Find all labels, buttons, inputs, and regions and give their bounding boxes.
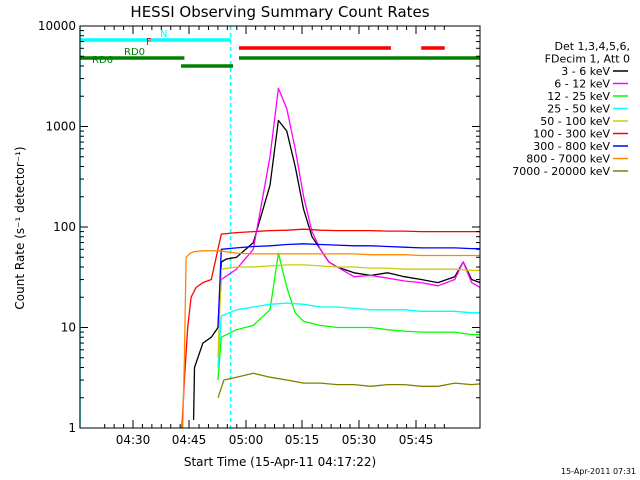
- legend-entry-label: 300 - 800 keV: [533, 140, 610, 153]
- axes-frame: [79, 25, 481, 429]
- legend-header: FDecim 1, Att 0: [545, 53, 630, 66]
- series-line: [181, 228, 480, 428]
- x-tick-label: 05:45: [399, 433, 434, 447]
- flag-bar-label: F: [146, 37, 152, 48]
- y-tick-label: 100: [53, 220, 76, 234]
- legend: Det 1,3,4,5,6,FDecim 1, Att 03 - 6 keV6 …: [512, 40, 630, 178]
- series-line: [217, 264, 480, 358]
- y-tick-label: 1: [68, 421, 76, 435]
- legend-entry-label: 25 - 50 keV: [547, 103, 610, 116]
- legend-entry-label: 6 - 12 keV: [554, 78, 610, 91]
- y-tick-label: 1000: [45, 120, 76, 134]
- series-line: [217, 372, 480, 398]
- legend-entry-label: 7000 - 20000 keV: [512, 165, 610, 178]
- legend-entry-label: 50 - 100 keV: [540, 115, 610, 128]
- y-axis-label: Count Rate (s⁻¹ detector⁻¹): [13, 146, 27, 309]
- legend-header: Det 1,3,4,5,6,: [554, 40, 630, 53]
- series-line: [217, 302, 480, 368]
- series-line: [217, 252, 480, 381]
- series-line: [192, 119, 480, 421]
- legend-entry-label: 800 - 7000 keV: [526, 153, 610, 166]
- x-tick-label: 05:00: [229, 433, 264, 447]
- x-tick-label: 05:30: [342, 433, 377, 447]
- chart-title: HESSI Observing Summary Count Rates: [130, 3, 429, 21]
- series-group: [80, 38, 480, 428]
- series-line: [217, 243, 480, 328]
- y-tick-label: 10: [61, 321, 76, 335]
- footer-date: 15-Apr-2011 07:31: [561, 467, 636, 476]
- legend-entry-label: 100 - 300 keV: [533, 128, 610, 141]
- x-tick-label: 05:15: [285, 433, 320, 447]
- flag-bar-label: RD0: [124, 47, 145, 58]
- x-axis-label: Start Time (15-Apr-11 04:17:22): [184, 455, 376, 469]
- series-line: [217, 87, 480, 328]
- flag-bar-label: RD6: [92, 55, 113, 66]
- legend-entry-label: 3 - 6 keV: [561, 65, 610, 78]
- legend-entry-label: 12 - 25 keV: [547, 90, 610, 103]
- x-tick-label: 04:30: [116, 433, 151, 447]
- y-tick-label: 10000: [38, 19, 76, 33]
- x-tick-label: 04:45: [172, 433, 207, 447]
- series-line: [182, 250, 480, 428]
- flag-bar-label: N: [160, 29, 167, 40]
